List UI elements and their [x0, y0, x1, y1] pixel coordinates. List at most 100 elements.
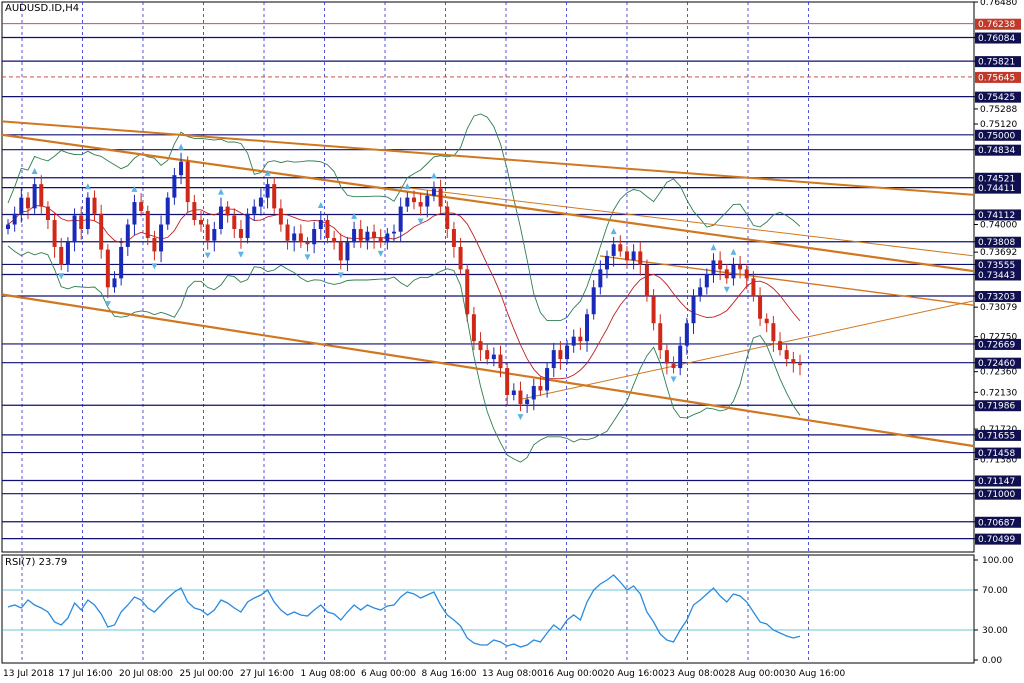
- price-tag: [975, 236, 1021, 248]
- candle-body: [405, 197, 410, 207]
- chart-frames: [1, 1, 975, 664]
- price-tag-label: 0.74834: [978, 146, 1015, 156]
- candle-body: [624, 251, 629, 261]
- candle-body: [72, 215, 77, 243]
- price-tag-label: 0.73203: [978, 293, 1015, 303]
- fractal-markers: [31, 143, 737, 421]
- candle-body: [85, 197, 90, 229]
- main-frame: [1, 1, 975, 553]
- price-tag: [975, 357, 1021, 369]
- x-tick-label: 6 Aug 00:00: [361, 669, 416, 679]
- price-tag: [975, 129, 1021, 141]
- candle-body: [52, 220, 57, 247]
- x-tick-label: 16 Aug 00:00: [543, 669, 604, 679]
- candle-body: [551, 350, 556, 369]
- price-tag: [975, 144, 1021, 156]
- candle-body: [112, 278, 117, 288]
- fractal-up-icon: [404, 183, 411, 190]
- fractal-up-icon: [131, 185, 138, 192]
- y-tick-label: 0.73079: [980, 303, 1017, 313]
- candle-body: [205, 224, 210, 241]
- y-tick-label: 0.72360: [980, 368, 1017, 378]
- candlestick-series: [6, 152, 802, 413]
- candle-body: [258, 197, 263, 207]
- x-tick-label: 8 Aug 16:00: [422, 669, 477, 679]
- candle-body: [445, 206, 450, 229]
- candle-body: [791, 359, 796, 364]
- band-lower: [7, 245, 801, 463]
- x-tick-label: 13 Aug 08:00: [482, 669, 543, 679]
- price-tag-label: 0.75821: [978, 58, 1015, 68]
- candle-body: [631, 251, 636, 261]
- x-tick-label: 17 Jul 16:00: [59, 669, 113, 679]
- rsi-title: RSI(7) 23.79: [5, 557, 68, 568]
- candle-body: [325, 220, 330, 238]
- x-tick-label: 25 Jul 00:00: [180, 669, 234, 679]
- candle-body: [305, 242, 310, 245]
- y-tick-label: 0.75288: [980, 105, 1017, 115]
- fractal-down-icon: [104, 301, 111, 308]
- candle-body: [65, 242, 70, 265]
- price-tag: [975, 269, 1021, 281]
- candle-body: [545, 368, 550, 391]
- candle-body: [298, 233, 303, 243]
- price-tag: [975, 56, 1021, 68]
- y-tick-label: 0.71380: [980, 456, 1017, 466]
- price-tag: [975, 172, 1021, 184]
- fractal-down-icon: [237, 251, 244, 258]
- candle-body: [145, 211, 150, 238]
- candle-body: [392, 231, 397, 234]
- fractal-down-icon: [417, 218, 424, 225]
- price-tag: [975, 259, 1021, 271]
- bollinger-bands: [7, 113, 801, 463]
- candle-body: [418, 202, 423, 207]
- price-tag-label: 0.75000: [978, 131, 1015, 141]
- candle-body: [139, 202, 144, 212]
- fractal-down-icon: [337, 272, 344, 279]
- x-tick-label: 23 Aug 08:00: [664, 669, 725, 679]
- fractal-up-icon: [317, 202, 324, 209]
- trend-line: [399, 186, 975, 257]
- candle-body: [59, 246, 64, 265]
- candle-body: [538, 386, 543, 391]
- x-tick-label: 1 Aug 08:00: [301, 669, 356, 679]
- price-tag-label: 0.74112: [978, 211, 1015, 221]
- rsi-panel: 100.00 70.00 30.00 0.00: [2, 556, 1014, 666]
- candle-body: [558, 350, 563, 360]
- fractal-up-icon: [730, 248, 737, 255]
- candle-body: [451, 228, 456, 247]
- candle-body: [651, 296, 656, 324]
- candle-body: [79, 215, 84, 229]
- candle-body: [105, 249, 110, 288]
- candle-body: [758, 296, 763, 319]
- candle-body: [312, 228, 317, 245]
- price-tag-label: 0.74521: [978, 174, 1015, 184]
- candle-body: [731, 264, 736, 279]
- candle-body: [798, 363, 802, 366]
- candle-body: [358, 228, 363, 241]
- candle-body: [92, 197, 97, 214]
- candle-body: [212, 228, 217, 241]
- y-tick-label: 0.73692: [980, 248, 1017, 258]
- rsi-tick-label: 0.00: [982, 656, 1002, 666]
- candle-body: [218, 206, 223, 229]
- candle-body: [671, 363, 676, 369]
- candle-body: [245, 213, 250, 238]
- price-tag-label: 0.72460: [978, 359, 1015, 369]
- price-tag-label: 0.71458: [978, 449, 1015, 459]
- candle-body: [598, 269, 603, 288]
- rsi-frame: [1, 554, 975, 664]
- fractal-down-icon: [723, 286, 730, 293]
- candle-body: [465, 269, 470, 315]
- candle-body: [159, 224, 164, 252]
- fractal-up-icon: [178, 143, 185, 150]
- candle-body: [172, 175, 177, 198]
- price-tag-label: 0.70499: [978, 535, 1015, 545]
- x-tick-label: 20 Jul 08:00: [119, 669, 173, 679]
- price-tag-label: 0.71147: [978, 477, 1015, 487]
- candle-body: [698, 287, 703, 297]
- candle-body: [485, 350, 490, 360]
- candle-body: [365, 231, 370, 241]
- candle-body: [531, 386, 536, 400]
